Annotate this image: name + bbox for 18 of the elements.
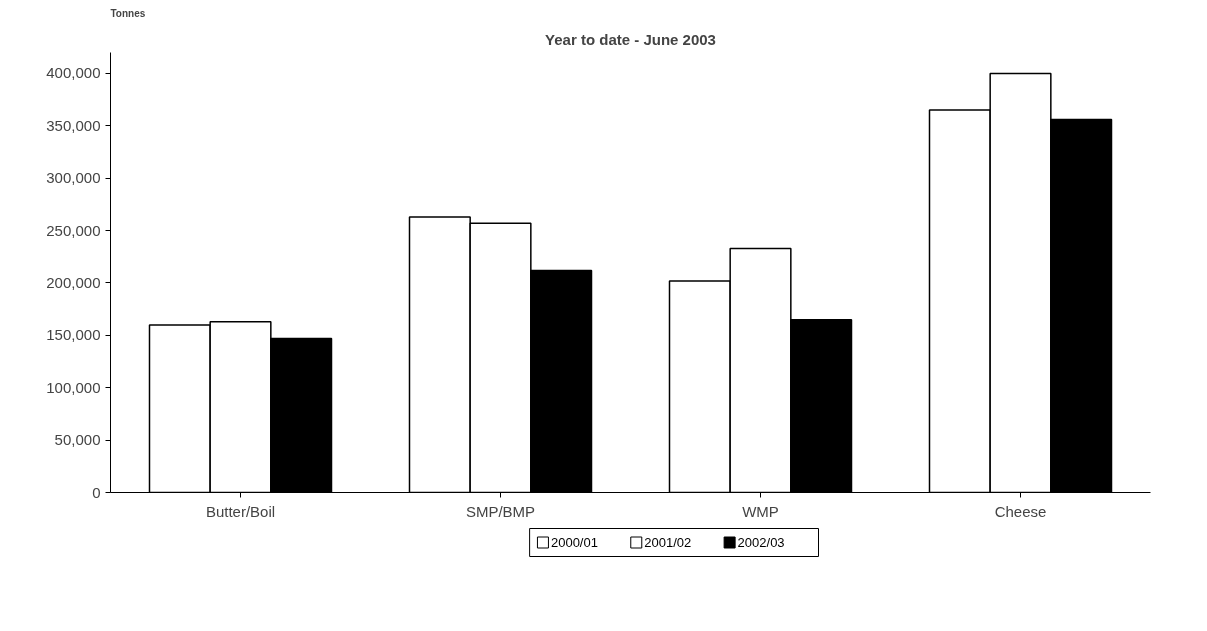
y-tick-label: 0 — [92, 483, 101, 501]
legend-label: 2002/03 — [737, 535, 785, 550]
x-tick-label: WMP — [742, 502, 779, 520]
x-tick-label: SMP/BMP — [465, 502, 536, 520]
x-tick-label: Cheese — [994, 502, 1047, 520]
y-axis-title: Tonnes — [110, 7, 146, 19]
y-tick-label: 350,000 — [46, 116, 101, 134]
y-tick-label: 300,000 — [46, 169, 101, 187]
legend-label: 2000/01 — [550, 535, 598, 550]
y-tick-label: 100,000 — [46, 378, 101, 396]
y-tick-label: 50,000 — [54, 431, 101, 449]
x-tick-label: Butter/Boil — [205, 502, 276, 520]
legend-label: 2001/02 — [644, 535, 692, 550]
y-tick-label: 200,000 — [46, 273, 101, 291]
chart-title: Year to date - June 2003 — [545, 30, 716, 48]
y-tick-label: 400,000 — [46, 64, 101, 82]
y-tick-label: 150,000 — [46, 326, 101, 344]
y-tick-label: 250,000 — [46, 221, 101, 239]
